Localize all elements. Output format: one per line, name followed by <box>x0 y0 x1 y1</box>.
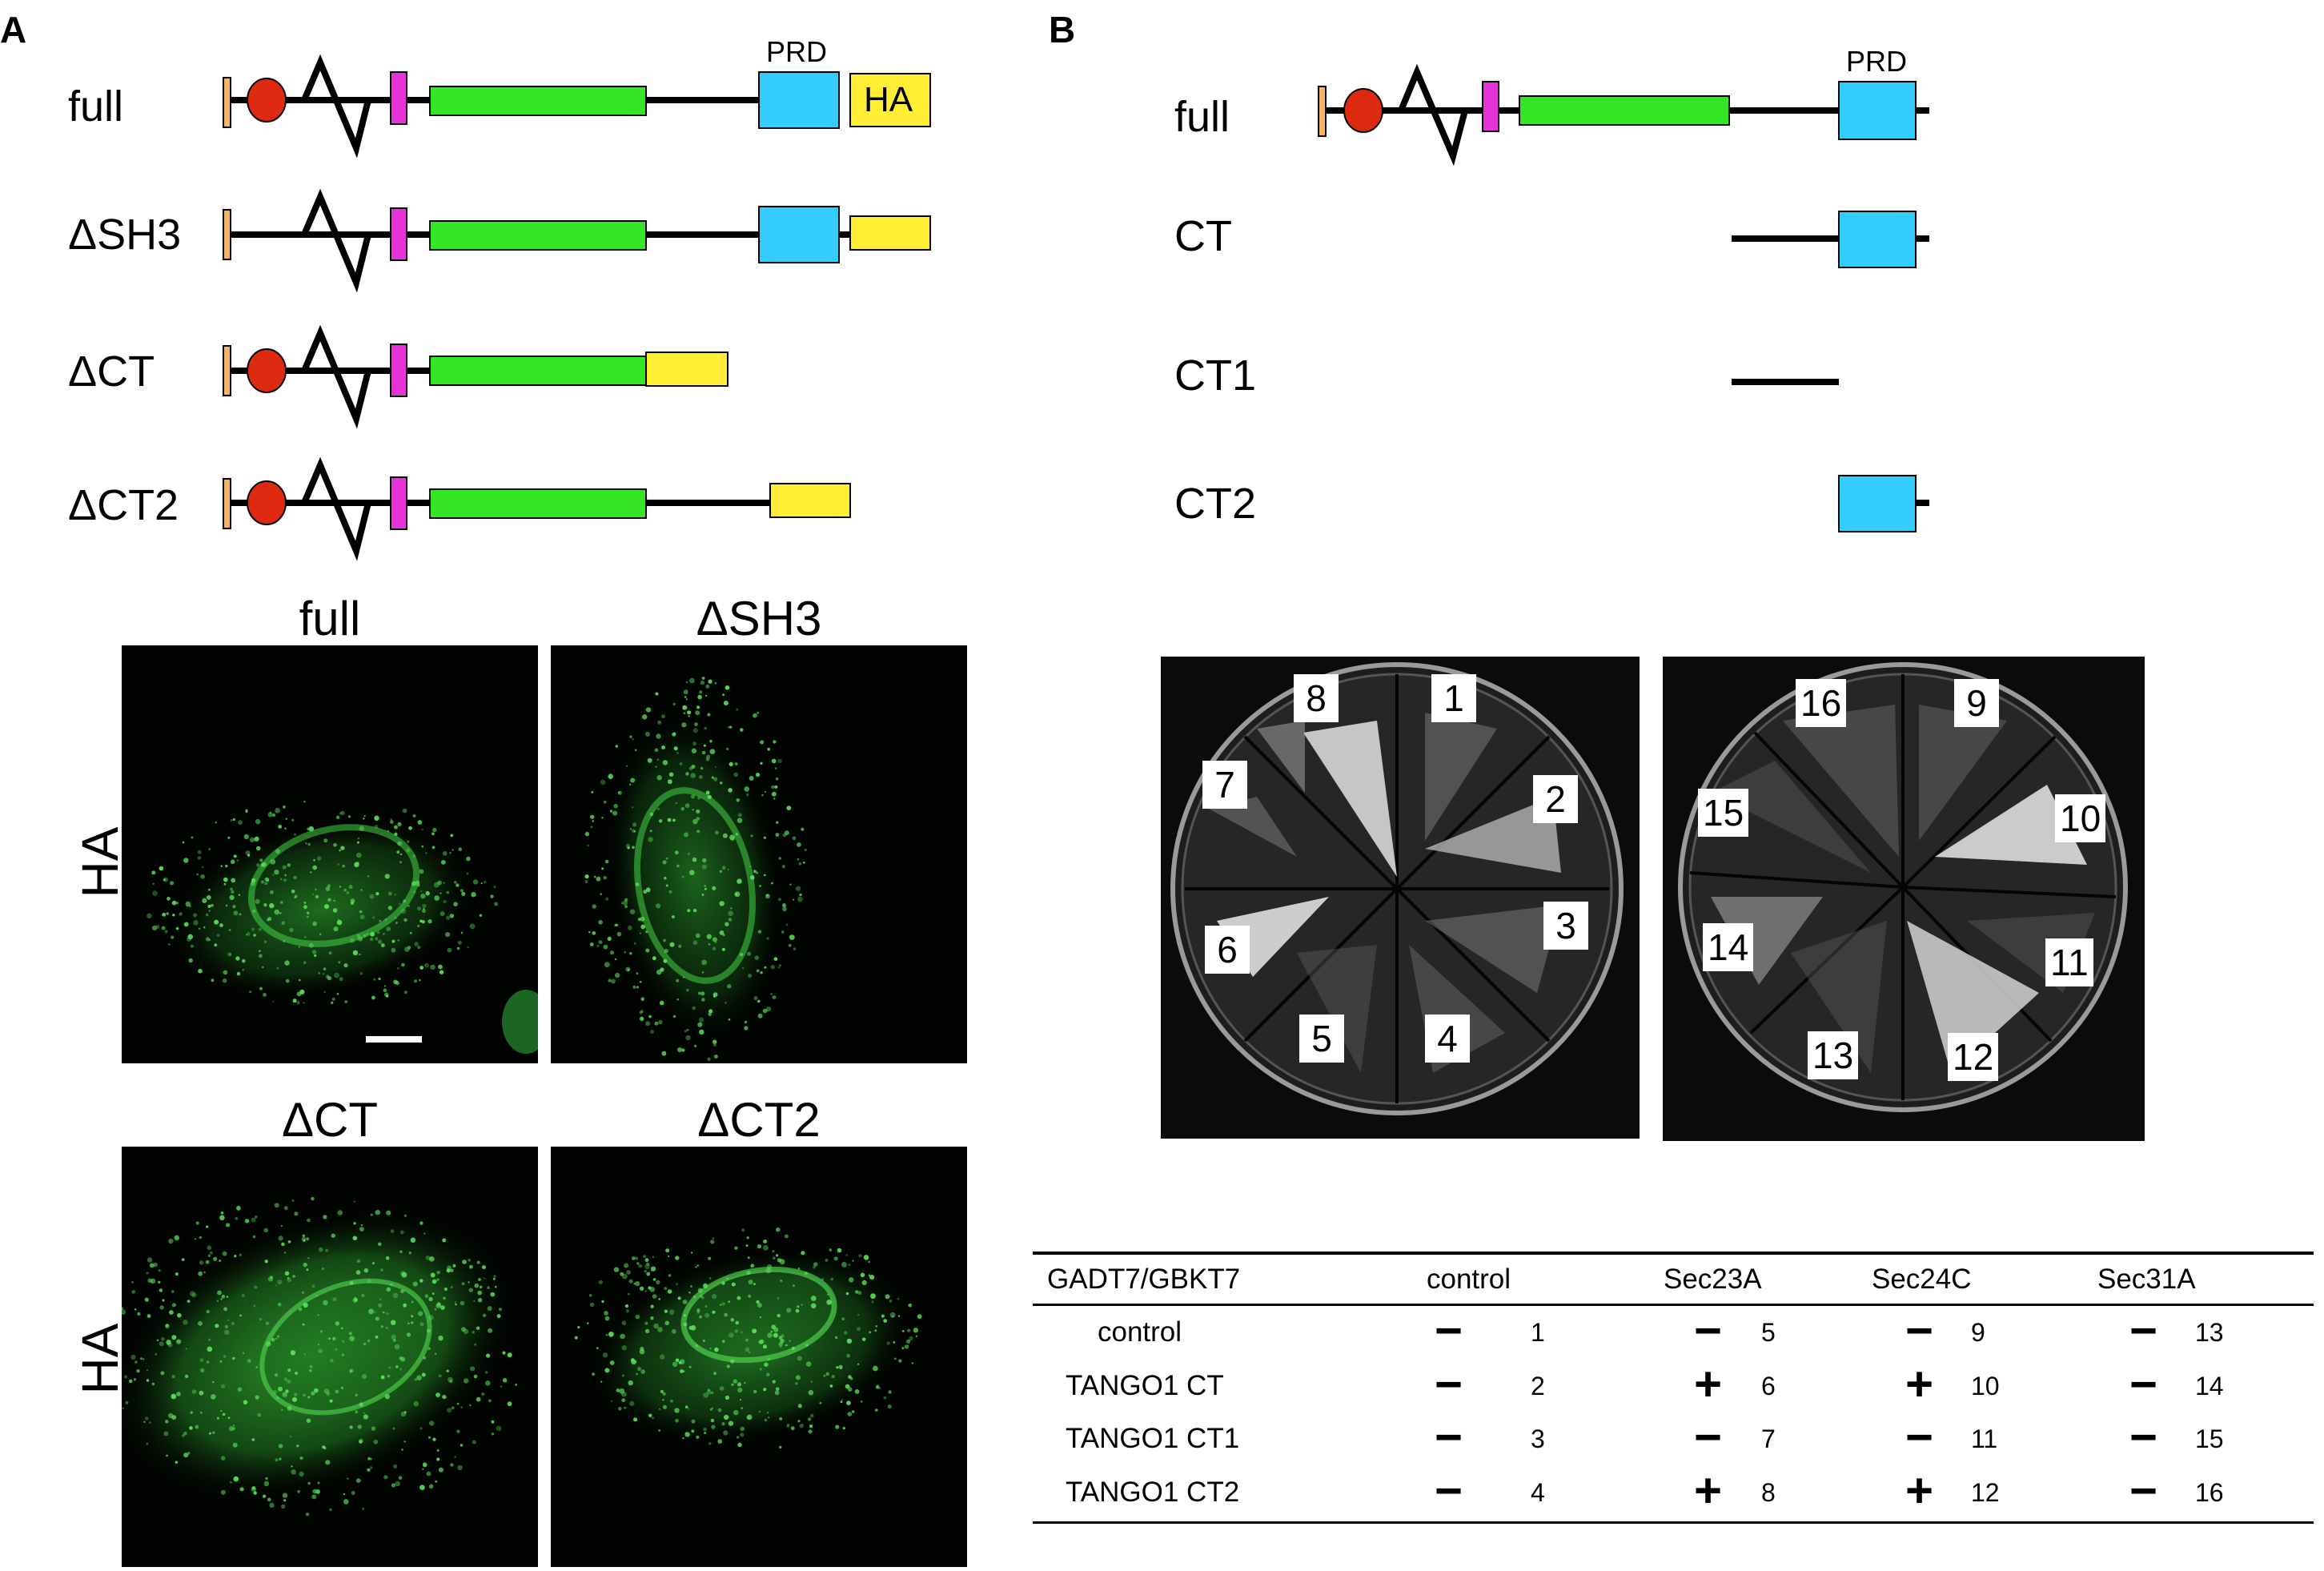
panel-a-construct-diagrams <box>223 54 931 561</box>
table-row-label: TANGO1 CT1 <box>1066 1423 1240 1454</box>
construct-label-dsh3-a: ΔSH3 <box>68 211 182 259</box>
table-header-control: control <box>1427 1264 1511 1295</box>
plate-sector-label-9: 9 <box>1954 679 1999 727</box>
micrograph-dct <box>122 1147 538 1567</box>
interaction-negative-sign: − <box>2129 1464 2158 1517</box>
construct-label-dct-a: ΔCT <box>68 348 155 396</box>
table-cell-number: 6 <box>1761 1372 1776 1400</box>
construct-label-full-b: full <box>1174 93 1230 141</box>
construct-label-full-a: full <box>68 82 124 131</box>
table-cell-number: 4 <box>1531 1478 1545 1507</box>
table-cell-number: 3 <box>1531 1424 1545 1453</box>
interaction-positive-sign: + <box>1694 1464 1723 1517</box>
table-cell-number: 16 <box>2195 1478 2224 1507</box>
interaction-negative-sign: − <box>2129 1357 2158 1411</box>
panel-b-construct-diagrams <box>1318 63 1929 532</box>
micrograph-title-dct2: ΔCT2 <box>697 1093 821 1147</box>
scale-bar <box>366 1036 422 1043</box>
table-header-gadt7-gbkt7: GADT7/GBKT7 <box>1047 1264 1241 1295</box>
plate-sector-label-10: 10 <box>2055 794 2106 842</box>
plate-sector-label-14: 14 <box>1703 923 1754 971</box>
interaction-positive-sign: + <box>1694 1357 1723 1411</box>
side-label-ha-top: HA <box>71 826 129 898</box>
table-cell-number: 8 <box>1761 1478 1776 1507</box>
side-label-ha-bottom: HA <box>71 1323 129 1395</box>
plate-sector-label-8: 8 <box>1294 674 1339 722</box>
table-row-label: TANGO1 CT2 <box>1066 1477 1240 1508</box>
micrograph-title-full: full <box>299 592 361 645</box>
construct-label-ct-b: CT <box>1174 212 1232 260</box>
interaction-negative-sign: − <box>1435 1464 1463 1517</box>
plate-sector-label-11: 11 <box>2045 938 2093 986</box>
plate-sector-label-13: 13 <box>1808 1031 1859 1079</box>
construct-label-ct2-b: CT2 <box>1174 480 1257 528</box>
table-cell-number: 11 <box>1971 1424 1998 1453</box>
construct-label-ct1-b: CT1 <box>1174 352 1257 400</box>
table-row-label: control <box>1098 1316 1182 1348</box>
plate-sector-label-7: 7 <box>1202 761 1247 809</box>
interaction-negative-sign: − <box>1905 1410 1934 1464</box>
table-header-sec23a: Sec23A <box>1664 1264 1762 1295</box>
table-cell-number: 10 <box>1971 1372 2000 1400</box>
construct-dct-a <box>223 324 729 429</box>
plate-sector-label-6: 6 <box>1205 926 1250 974</box>
micrograph-full <box>122 645 538 1063</box>
ha-label-a: HA <box>864 80 913 119</box>
construct-label-dct2-a: ΔCT2 <box>68 481 179 529</box>
table-top-rule <box>1033 1252 2314 1255</box>
table-cell-number: 15 <box>2195 1424 2224 1453</box>
plate-sector-label-2: 2 <box>1533 775 1578 823</box>
table-bottom-rule <box>1033 1521 2314 1524</box>
construct-ct2-b <box>1838 475 1929 532</box>
yeast-plate-left: 8 1 7 2 6 3 5 4 <box>1161 657 1640 1139</box>
plate-sector-label-5: 5 <box>1299 1015 1344 1063</box>
table-cell-number: 13 <box>2195 1318 2224 1347</box>
interaction-negative-sign: − <box>1694 1410 1723 1464</box>
micrograph-dct2 <box>551 1147 967 1567</box>
panel-a-letter: A <box>0 9 27 50</box>
interaction-positive-sign: + <box>1905 1464 1934 1517</box>
construct-dct2-a <box>223 456 851 561</box>
construct-full-b <box>1318 63 1929 167</box>
table-header-sec24c: Sec24C <box>1872 1264 1972 1295</box>
construct-ct-b <box>1732 211 1929 268</box>
construct-dsh3-a <box>223 188 931 293</box>
construct-full-a <box>223 54 931 159</box>
table-row-label: TANGO1 CT <box>1066 1370 1224 1401</box>
table-cell-number: 14 <box>2195 1372 2224 1400</box>
plate-sector-label-3: 3 <box>1543 902 1588 950</box>
micrograph-title-dsh3: ΔSH3 <box>696 592 822 645</box>
prd-label-b: PRD <box>1846 45 1908 78</box>
micrograph-dsh3 <box>551 645 967 1063</box>
interaction-positive-sign: + <box>1905 1357 1934 1411</box>
plate-sector-label-1: 1 <box>1431 674 1476 722</box>
interaction-negative-sign: − <box>1905 1304 1934 1357</box>
interaction-negative-sign: − <box>1435 1410 1463 1464</box>
table-cell-number: 5 <box>1761 1318 1776 1347</box>
table-cell-number: 12 <box>1971 1478 2000 1507</box>
plate-sector-label-12: 12 <box>1948 1033 1999 1081</box>
table-header-rule <box>1033 1304 2314 1306</box>
interaction-negative-sign: − <box>2129 1304 2158 1357</box>
plate-sector-label-16: 16 <box>1796 679 1847 727</box>
micrograph-title-dct: ΔCT <box>281 1093 379 1147</box>
interaction-negative-sign: − <box>1694 1304 1723 1357</box>
interaction-negative-sign: − <box>1435 1357 1463 1411</box>
table-cell-number: 7 <box>1761 1424 1776 1453</box>
table-header-sec31a: Sec31A <box>2097 1264 2196 1295</box>
yeast-plate-right: 16 9 15 10 14 11 13 12 <box>1663 657 2145 1141</box>
table-cell-number: 9 <box>1971 1318 1985 1347</box>
interaction-negative-sign: − <box>2129 1410 2158 1464</box>
prd-label-a: PRD <box>766 35 828 68</box>
table-cell-number: 2 <box>1531 1372 1545 1400</box>
table-cell-number: 1 <box>1531 1318 1545 1347</box>
plate-sector-label-4: 4 <box>1425 1015 1470 1063</box>
plate-sector-label-15: 15 <box>1698 789 1749 837</box>
panel-b-letter: B <box>1049 9 1076 50</box>
interaction-negative-sign: − <box>1435 1304 1463 1357</box>
